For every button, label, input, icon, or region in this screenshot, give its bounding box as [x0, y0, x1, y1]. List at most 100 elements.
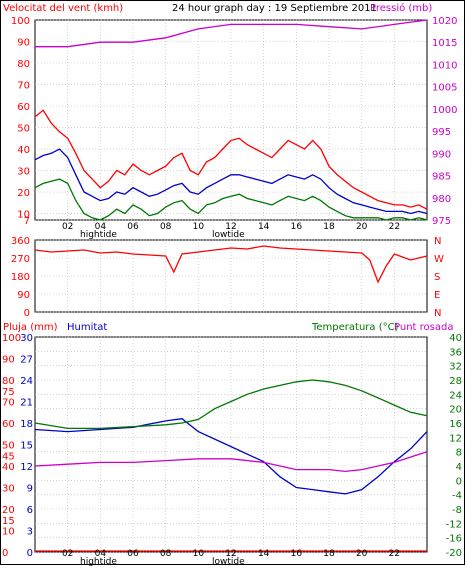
direction-y-tick-label: 90 — [17, 290, 30, 301]
wind-hour-axis: 02 04 06 08 10 12 14 16 18 20 22 — [62, 222, 400, 232]
rain-y-tick-label: 0 — [27, 548, 33, 559]
direction-left-axis: 0 90 180 270 360 — [11, 236, 30, 319]
temperature-y-tick-label: 4 — [456, 462, 462, 473]
bottom-hour-tick-label: 10 — [193, 549, 205, 559]
wind-panel-grid — [35, 19, 427, 221]
dewpoint-title: Punt rosada — [394, 322, 453, 333]
bottom-hour-tick-label: 14 — [258, 549, 270, 559]
temperature-y-tick-label: 8 — [456, 448, 462, 459]
bottom-hour-axis: 02 04 06 08 10 12 14 16 18 20 22 — [62, 549, 400, 559]
pressure-y-tick-label: 1000 — [432, 105, 457, 116]
humidity-y-tick-label: 50 — [2, 441, 15, 452]
bottom-series-line — [34, 451, 428, 473]
wind-series-line — [34, 148, 428, 215]
temperature-y-tick-label: -8 — [452, 505, 462, 516]
pressure-y-tick-label: 1005 — [432, 83, 457, 94]
tide-low-label-top: lowtide — [212, 230, 245, 240]
pressure-y-tick-label: 1015 — [432, 38, 457, 49]
humidity-y-tick-label: 15 — [2, 516, 15, 527]
tide-low-label-bottom: lowtide — [212, 557, 245, 566]
wind-y-tick-label: 10 — [17, 210, 30, 221]
tide-high-label-bottom: hightide — [80, 557, 117, 566]
direction-panel-series — [34, 245, 428, 284]
pressure-y-tick-label: 1010 — [432, 60, 457, 71]
humidity-y-tick-label: 100 — [2, 333, 21, 344]
direction-panel-grid — [35, 239, 427, 313]
temperature-y-tick-label: -20 — [446, 548, 462, 559]
bottom-hour-tick-label: 04 — [95, 549, 107, 559]
wind-y-tick-label: 70 — [17, 81, 30, 92]
temperature-y-tick-label: 32 — [449, 362, 462, 373]
pressure-y-tick-label: 980 — [432, 194, 451, 205]
tide-high-label-top: hightide — [80, 230, 117, 240]
compass-label: W — [434, 254, 444, 265]
temperature-y-tick-label: -16 — [446, 534, 462, 545]
bottom-panel-grid — [35, 336, 427, 553]
wind-series-line — [34, 178, 428, 221]
rain-y-tick-label: 27 — [20, 355, 33, 366]
bottom-hour-tick-label: 02 — [62, 549, 73, 559]
humidity-y-tick-label: 45 — [2, 451, 15, 462]
wind-hour-tick-label: 10 — [193, 222, 205, 232]
wind-hour-tick-label: 20 — [356, 222, 368, 232]
bottom-hour-tick-label: 08 — [160, 549, 172, 559]
wind-y-tick-label: 60 — [17, 102, 30, 113]
wind-title: Velocitat del vent (kmh) — [3, 3, 123, 14]
wind-hour-tick-label: 14 — [258, 222, 270, 232]
direction-y-tick-label: 0 — [24, 308, 30, 319]
bottom-series-line — [34, 379, 428, 430]
rain-axis: 0 3 6 9 12 15 18 21 24 27 30 — [20, 333, 33, 559]
bottom-hour-tick-label: 20 — [356, 549, 368, 559]
direction-series-line — [34, 245, 428, 284]
wind-hour-tick-label: 06 — [127, 222, 139, 232]
bottom-series-line — [34, 418, 428, 495]
temperature-axis: -20 -16 -12 -8 -4 0 4 8 12 16 20 24 28 32 36 40 — [446, 333, 462, 559]
pressure-right-axis: 975 980 985 990 995 1000 1005 1010 1015 1020 — [432, 16, 457, 227]
temperature-y-tick-label: 24 — [449, 390, 462, 401]
wind-series-line — [34, 109, 428, 210]
rain-y-tick-label: 3 — [27, 527, 33, 538]
wind-hour-tick-label: 22 — [389, 222, 400, 232]
wind-y-tick-label: 80 — [17, 59, 30, 70]
compass-label: E — [434, 290, 440, 301]
bottom-hour-tick-label: 12 — [225, 549, 236, 559]
temperature-y-tick-label: -12 — [446, 519, 462, 530]
temperature-y-tick-label: 16 — [449, 419, 462, 430]
wind-hour-tick-label: 08 — [160, 222, 172, 232]
temperature-y-tick-label: 28 — [449, 376, 462, 387]
humidity-y-tick-label: 20 — [2, 505, 15, 516]
temperature-title: Temperatura (°C) — [311, 322, 399, 333]
pressure-y-tick-label: 1020 — [432, 16, 457, 27]
rain-y-tick-label: 6 — [27, 505, 33, 516]
wind-left-axis: 710 20 30 40 50 60 70 80 90 100 — [11, 16, 30, 227]
rain-y-tick-label: 12 — [20, 462, 33, 473]
temperature-y-tick-label: 12 — [449, 433, 462, 444]
graph-title: 24 hour graph day : 19 Septiembre 2011 — [172, 3, 377, 14]
pressure-y-tick-label: 990 — [432, 149, 451, 160]
rain-y-tick-label: 9 — [27, 484, 33, 495]
pressure-y-tick-label: 975 — [432, 216, 451, 227]
pressure-title: Pressió (mb) — [370, 2, 432, 14]
rain-y-tick-label: 30 — [20, 333, 33, 344]
wind-hour-tick-label: 12 — [225, 222, 236, 232]
humidity-title: Humitat — [67, 322, 107, 333]
bottom-hour-tick-label: 18 — [323, 549, 335, 559]
rain-y-tick-label: 21 — [20, 398, 33, 409]
humidity-y-tick-label: 70 — [2, 398, 15, 409]
bottom-hour-tick-label: 06 — [127, 549, 139, 559]
pressure-y-tick-label: 985 — [432, 172, 451, 183]
temperature-y-tick-label: 20 — [449, 405, 462, 416]
direction-y-tick-label: 270 — [11, 254, 30, 265]
wind-panel-series — [34, 19, 428, 221]
bottom-hour-tick-label: 22 — [389, 549, 400, 559]
direction-y-tick-label: 360 — [11, 236, 30, 247]
wind-y-tick-label: 7 — [24, 216, 30, 227]
humidity-y-tick-label: 10 — [2, 527, 15, 538]
pressure-y-tick-label: 995 — [432, 127, 451, 138]
compass-label: S — [434, 272, 440, 283]
humidity-y-tick-label: 0 — [2, 548, 8, 559]
